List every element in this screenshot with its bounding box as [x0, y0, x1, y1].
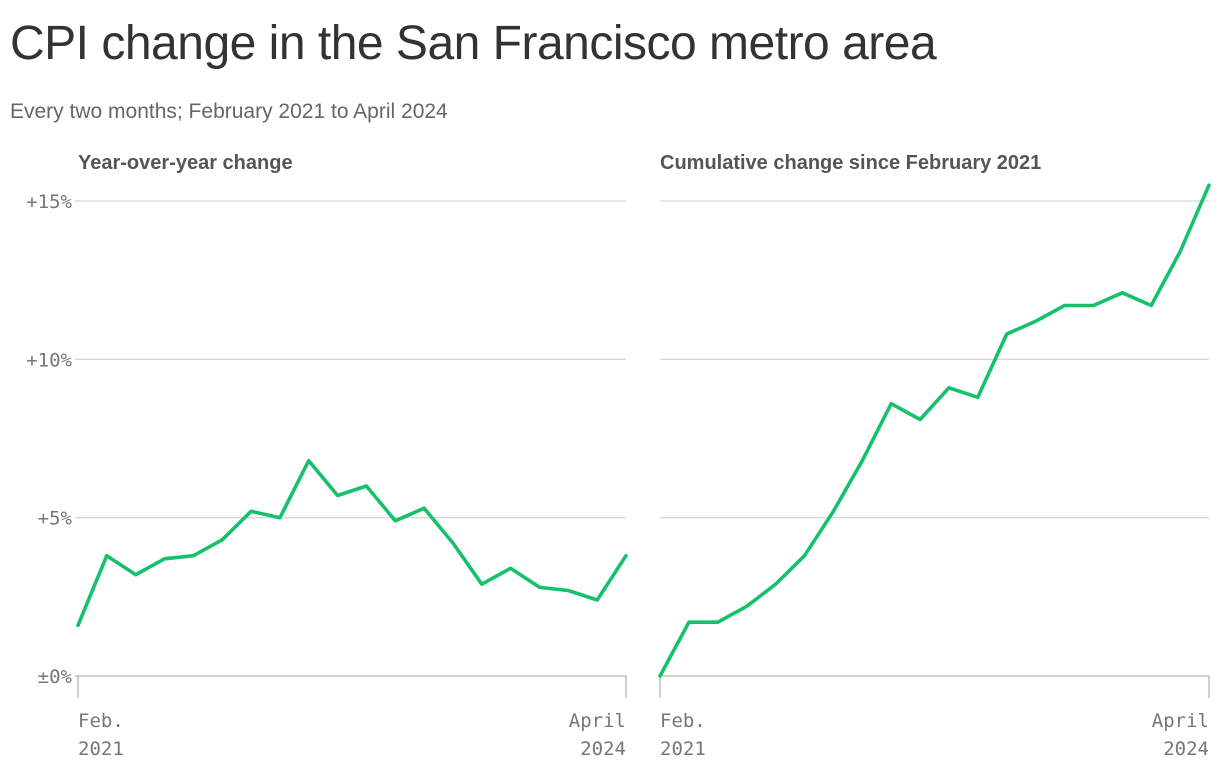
panel-title: Year-over-year change	[78, 152, 293, 174]
x-tick-label: April	[569, 710, 626, 732]
y-tick-label: +10%	[26, 349, 72, 371]
series-line	[658, 183, 1211, 678]
x-tick-label: 2024	[580, 738, 626, 760]
page-subtitle: Every two months; February 2021 to April…	[10, 100, 448, 123]
x-tick-label: Feb.	[78, 710, 124, 732]
x-tick-label: 2024	[1163, 738, 1209, 760]
page-title: CPI change in the San Francisco metro ar…	[10, 17, 937, 70]
y-tick-label: +5%	[38, 508, 73, 530]
series-line	[76, 458, 628, 628]
y-tick-label: +15%	[26, 191, 72, 213]
x-tick-label: April	[1152, 710, 1209, 732]
y-tick-label: ±0%	[38, 666, 73, 688]
x-tick-label: 2021	[78, 738, 124, 760]
x-tick-label: Feb.	[660, 710, 706, 732]
chart-panel-1: Year-over-year change ±0% +5% +10% +15% Feb. 2…	[26, 152, 628, 760]
x-tick-label: 2021	[660, 738, 706, 760]
panel-title: Cumulative change since February 2021	[660, 152, 1041, 174]
chart-panel-2: Cumulative change since February 2021 Feb…	[658, 152, 1211, 760]
